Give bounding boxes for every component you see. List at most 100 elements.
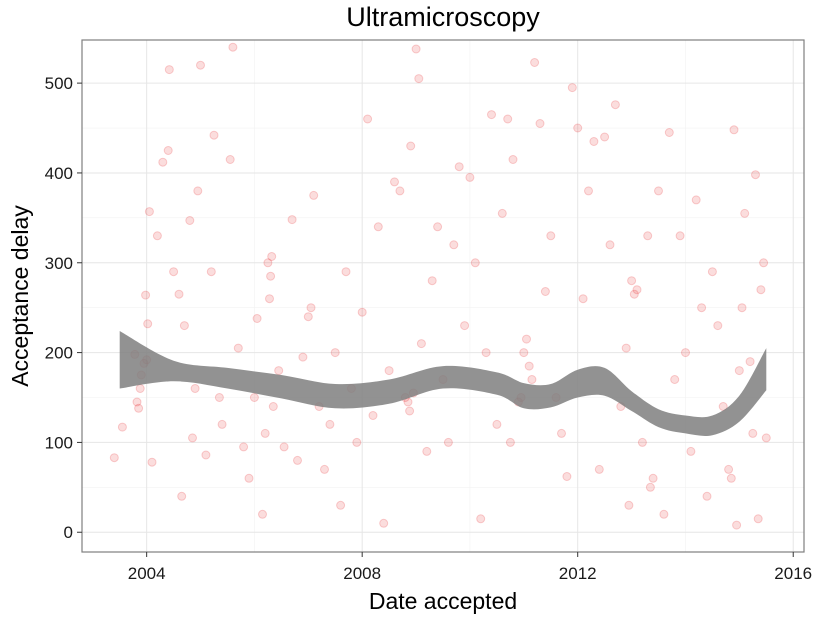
x-axis-title: Date accepted bbox=[369, 588, 517, 614]
data-point bbox=[109, 453, 119, 463]
data-point bbox=[225, 155, 235, 164]
data-point bbox=[163, 146, 173, 155]
data-point bbox=[659, 509, 669, 519]
data-point bbox=[508, 155, 518, 164]
data-point bbox=[252, 314, 262, 323]
data-point bbox=[363, 114, 373, 124]
data-point bbox=[629, 289, 639, 299]
data-point bbox=[244, 473, 254, 483]
data-point bbox=[737, 303, 747, 313]
data-point bbox=[697, 303, 707, 313]
y-tick-label: 100 bbox=[45, 433, 73, 452]
data-point bbox=[132, 397, 142, 407]
data-point bbox=[643, 231, 653, 241]
data-point bbox=[460, 321, 470, 331]
data-point bbox=[449, 240, 459, 250]
data-point bbox=[519, 348, 529, 358]
data-point bbox=[368, 411, 378, 420]
y-tick-label: 400 bbox=[45, 164, 73, 183]
plot-panel bbox=[82, 40, 804, 552]
data-point bbox=[470, 258, 480, 268]
data-point bbox=[214, 393, 224, 402]
data-point bbox=[298, 352, 308, 362]
data-point bbox=[143, 319, 153, 329]
data-point bbox=[745, 357, 755, 367]
data-point bbox=[309, 190, 319, 200]
data-point bbox=[522, 334, 531, 344]
data-point bbox=[527, 375, 537, 384]
data-point bbox=[632, 285, 642, 295]
data-point bbox=[249, 393, 259, 402]
data-point bbox=[535, 119, 545, 128]
data-point bbox=[573, 123, 583, 133]
data-point bbox=[414, 74, 424, 84]
data-point bbox=[117, 422, 127, 432]
data-point bbox=[670, 375, 680, 384]
data-point bbox=[357, 307, 367, 317]
data-point bbox=[487, 110, 496, 120]
data-point bbox=[263, 258, 273, 268]
data-point bbox=[624, 500, 634, 510]
data-point bbox=[287, 215, 297, 225]
grid-lines bbox=[82, 40, 804, 552]
x-tick-label: 2012 bbox=[559, 564, 597, 583]
data-point bbox=[268, 402, 278, 411]
data-point bbox=[492, 419, 502, 429]
data-point bbox=[336, 500, 346, 510]
data-point bbox=[416, 339, 426, 349]
data-point bbox=[686, 446, 696, 456]
data-point bbox=[605, 240, 615, 250]
data-point bbox=[196, 60, 205, 70]
y-tick-label: 500 bbox=[45, 74, 73, 93]
data-point bbox=[185, 216, 195, 225]
data-point bbox=[465, 172, 475, 182]
data-point bbox=[610, 100, 620, 110]
data-point bbox=[164, 65, 174, 75]
data-point bbox=[530, 58, 540, 67]
data-point bbox=[578, 294, 588, 304]
data-point bbox=[664, 128, 674, 137]
x-tick-label: 2016 bbox=[774, 564, 812, 583]
data-point bbox=[481, 348, 491, 358]
data-point bbox=[293, 455, 302, 465]
data-point bbox=[562, 472, 572, 481]
data-point bbox=[209, 130, 219, 140]
data-point bbox=[443, 437, 453, 447]
data-point bbox=[320, 464, 329, 474]
data-point bbox=[707, 267, 717, 277]
data-point bbox=[748, 428, 758, 438]
data-point bbox=[594, 464, 604, 474]
data-point bbox=[239, 442, 249, 452]
data-point bbox=[557, 428, 566, 438]
data-point bbox=[135, 384, 145, 393]
data-point bbox=[303, 312, 313, 322]
data-point bbox=[147, 457, 157, 467]
data-point bbox=[179, 321, 189, 331]
data-point bbox=[645, 482, 655, 492]
data-point bbox=[756, 285, 766, 295]
data-point bbox=[732, 520, 742, 530]
data-point bbox=[627, 276, 637, 286]
data-point bbox=[454, 162, 464, 172]
y-axis-ticks: 0 100 200 300 400 500 bbox=[45, 74, 82, 542]
data-point bbox=[228, 42, 238, 52]
data-point bbox=[390, 177, 399, 187]
data-point bbox=[476, 514, 486, 524]
data-point bbox=[422, 446, 432, 456]
data-point bbox=[260, 428, 270, 438]
data-point bbox=[279, 442, 289, 452]
data-point bbox=[405, 406, 415, 416]
data-point bbox=[233, 343, 243, 353]
data-point bbox=[325, 419, 335, 429]
y-tick-label: 200 bbox=[45, 344, 73, 363]
data-point bbox=[341, 267, 351, 277]
data-point bbox=[158, 157, 168, 167]
data-point bbox=[274, 366, 284, 376]
chart-title: Ultramicroscopy bbox=[346, 2, 540, 32]
data-point bbox=[702, 491, 712, 501]
data-point bbox=[584, 186, 593, 196]
data-point bbox=[503, 114, 513, 124]
x-tick-label: 2008 bbox=[343, 564, 381, 583]
data-point bbox=[265, 294, 274, 304]
